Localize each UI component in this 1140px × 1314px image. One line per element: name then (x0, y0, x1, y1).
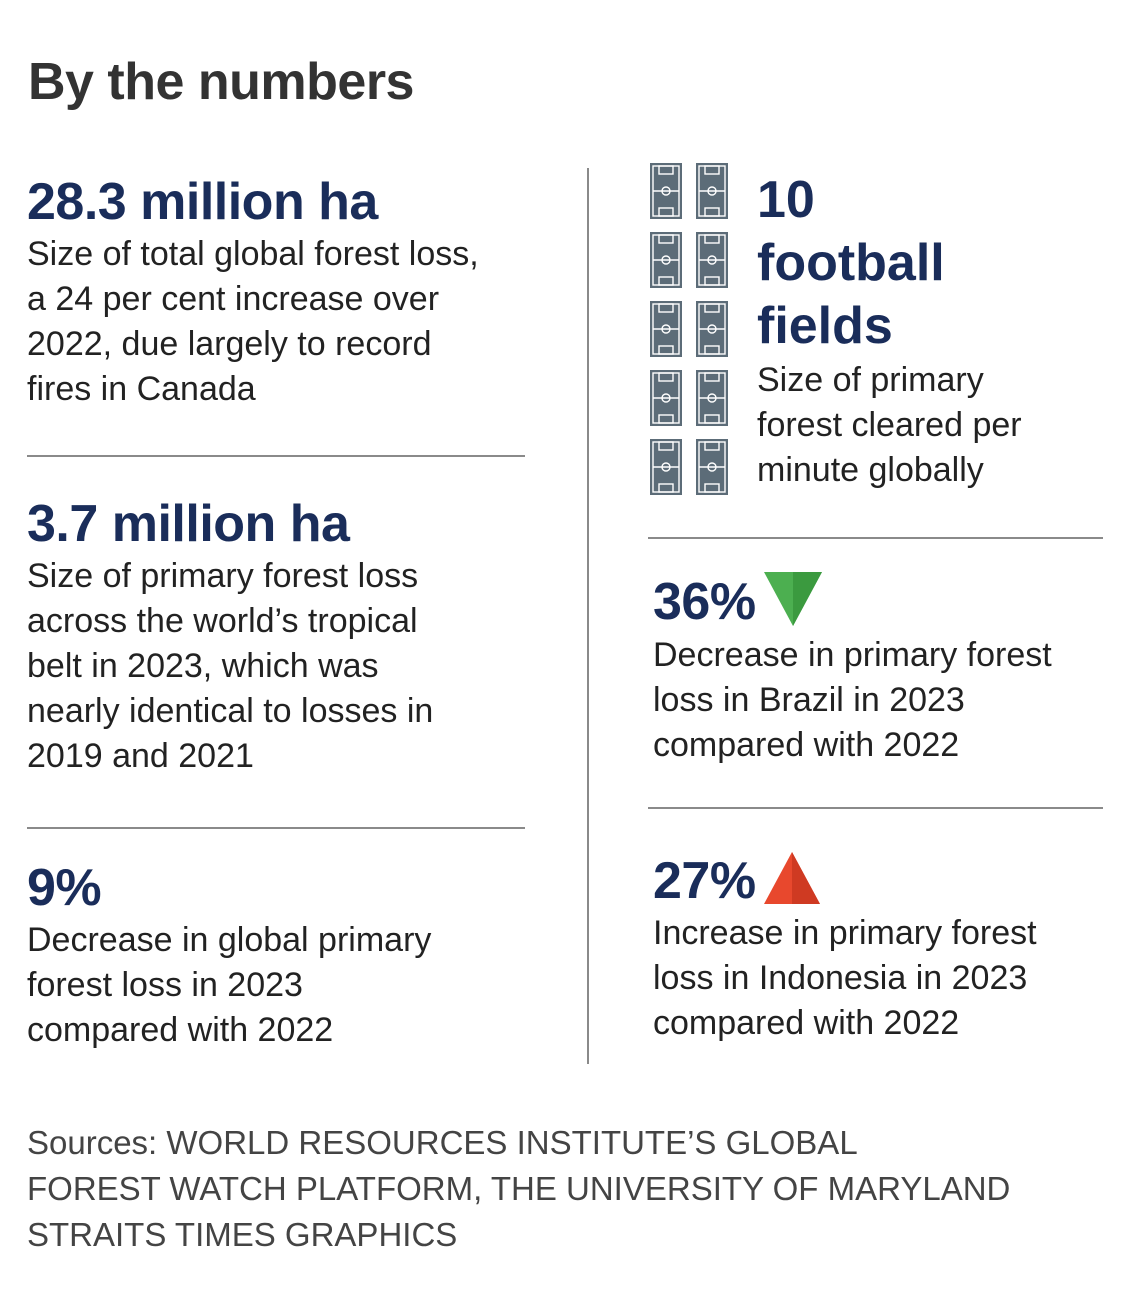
stat-desc-line: compared with 2022 (27, 1011, 334, 1049)
column-divider (587, 168, 589, 1064)
football-field-icon (696, 232, 728, 288)
stat-desc-line: Decrease in primary forest (653, 636, 1052, 674)
stat-value-line: 10 (757, 171, 815, 229)
football-fields-icon-grid (650, 163, 732, 495)
stat-global-decrease: 9% Decrease in global primary forest los… (27, 858, 431, 1053)
divider-rule (648, 537, 1103, 539)
stat-desc-line: 2022, due largely to record (27, 325, 432, 363)
stat-desc-line: compared with 2022 (653, 1004, 960, 1042)
football-field-icon (696, 370, 728, 426)
stat-indonesia-increase: 27% Increase in primary forest loss in I… (653, 850, 1037, 1046)
stat-desc-line: Decrease in global primary (27, 921, 432, 959)
stat-value: 27% (653, 851, 756, 910)
stat-desc-line: loss in Indonesia in 2023 (653, 959, 1028, 997)
football-field-icon (650, 370, 682, 426)
stat-desc-line: nearly identical to losses in (27, 692, 434, 730)
stat-desc-line: across the world’s tropical (27, 602, 418, 640)
stat-desc-line: Size of primary forest loss (27, 557, 419, 595)
stat-value: 3.7 million ha (27, 495, 350, 553)
stat-football-fields: 10 football fields Size of primary fores… (757, 169, 1022, 493)
stat-desc-line: a 24 per cent increase over (27, 280, 440, 318)
stat-value: 28.3 million ha (27, 173, 378, 231)
stat-desc-line: belt in 2023, which was (27, 647, 379, 685)
football-field-icon (650, 163, 682, 219)
football-field-icon (696, 439, 728, 495)
stat-desc-line: Size of primary (757, 361, 984, 399)
stat-value-line: football (757, 234, 945, 292)
stat-total-forest-loss: 28.3 million ha Size of total global for… (27, 172, 479, 412)
stat-desc-line: forest cleared per (757, 406, 1022, 444)
divider-rule (648, 807, 1103, 809)
stat-value: 36% (653, 572, 756, 631)
stat-desc-line: fires in Canada (27, 370, 256, 408)
football-field-icon (696, 301, 728, 357)
divider-rule (27, 827, 525, 829)
stat-desc-line: 2019 and 2021 (27, 737, 254, 775)
stat-desc-line: Increase in primary forest (653, 914, 1037, 952)
football-field-icon (650, 301, 682, 357)
stat-tropical-loss: 3.7 million ha Size of primary forest lo… (27, 494, 433, 779)
sources-line: FOREST WATCH PLATFORM, THE UNIVERSITY OF… (27, 1170, 1011, 1207)
stat-desc-line: loss in Brazil in 2023 (653, 681, 965, 719)
sources-note: Sources: WORLD RESOURCES INSTITUTE’S GLO… (27, 1120, 1087, 1258)
football-field-icon (650, 232, 682, 288)
down-triangle-icon (762, 570, 824, 633)
page-title: By the numbers (28, 53, 414, 111)
stat-value-line: fields (757, 297, 893, 355)
stat-desc-line: minute globally (757, 451, 984, 489)
stat-value: 9% (27, 859, 102, 917)
football-field-icon (650, 439, 682, 495)
stat-desc-line: compared with 2022 (653, 726, 960, 764)
divider-rule (27, 455, 525, 457)
sources-line: STRAITS TIMES GRAPHICS (27, 1216, 458, 1253)
football-field-icon (696, 163, 728, 219)
up-triangle-icon (762, 850, 822, 911)
sources-line: Sources: WORLD RESOURCES INSTITUTE’S GLO… (27, 1124, 858, 1161)
stat-brazil-decrease: 36% Decrease in primary forest loss in B… (653, 570, 1052, 768)
stat-desc-line: Size of total global forest loss, (27, 235, 479, 273)
stat-desc-line: forest loss in 2023 (27, 966, 303, 1004)
